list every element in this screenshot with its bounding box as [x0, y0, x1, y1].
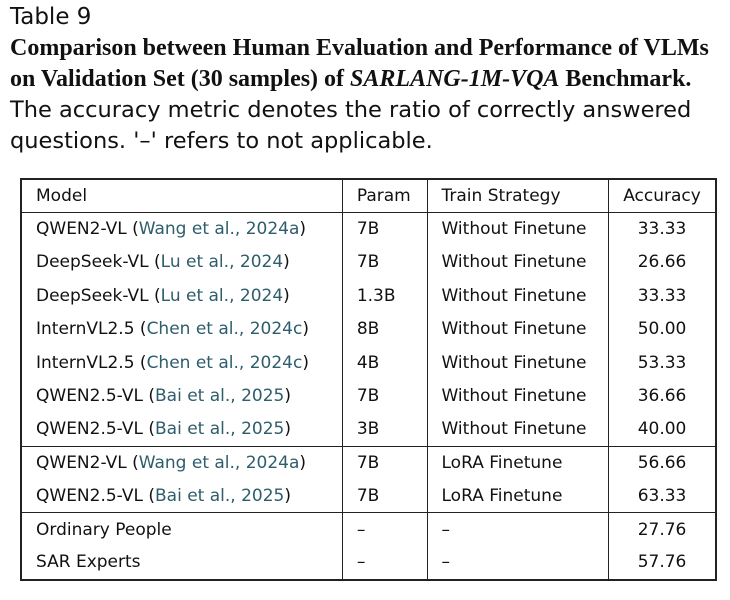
cell-train-strategy: Without Finetune [427, 312, 610, 346]
cell-accuracy: 33.33 [637, 285, 687, 306]
cell-accuracy: 27.76 [637, 519, 687, 540]
table-row: DeepSeek-VL (Lu et al., 2024) 7B Without F… [21, 245, 716, 280]
citation-link[interactable]: Wang et al., 2024a [138, 453, 300, 474]
cell-model: QWEN2.5-VL (Bai et al., 2025) [21, 379, 343, 413]
cell-model: Ordinary People [21, 512, 343, 547]
model-name: SAR Experts [36, 552, 141, 573]
model-name: QWEN2-VL [36, 219, 127, 240]
cell-train-strategy: Without Finetune [427, 212, 610, 246]
table-header-row: Model Param Train Strategy Accuracy [21, 179, 716, 213]
cell-param: – [342, 512, 428, 547]
cell-train-strategy: Without Finetune [427, 379, 610, 413]
cell-model: SAR Experts [21, 546, 343, 580]
table-row: DeepSeek-VL (Lu et al., 2024) 1.3B Without… [21, 279, 716, 313]
table-row: QWEN2-VL (Wang et al., 2024a) 7B Without F… [21, 212, 716, 246]
cell-train-strategy: Without Finetune [427, 412, 610, 447]
cell-train-strategy: Without Finetune [427, 279, 610, 313]
cell-param: 7B [342, 479, 428, 513]
table-caption: Comparison between Human Evaluation and … [10, 33, 724, 157]
header-train-strategy: Train Strategy [427, 179, 610, 213]
cell-param: 4B [342, 345, 428, 380]
cell-train-strategy: LoRA Finetune [427, 446, 610, 480]
table-number: Table 9 [10, 4, 92, 30]
cell-model: QWEN2.5-VL (Bai et al., 2025) [21, 412, 343, 447]
cell-accuracy: 56.66 [637, 453, 687, 474]
model-name: DeepSeek-VL [36, 252, 149, 273]
cell-train-strategy: Without Finetune [427, 345, 610, 380]
table-row: InternVL2.5 (Chen et al., 2024c) 4B Withou… [21, 345, 716, 380]
citation-link[interactable]: Bai et al., 2025 [154, 485, 285, 506]
table-row: QWEN2.5-VL (Bai et al., 2025) 7B LoRA Fine… [21, 479, 716, 513]
cell-model: DeepSeek-VL (Lu et al., 2024) [21, 279, 343, 313]
comparison-table: Model Param Train Strategy Accuracy QWEN… [20, 178, 717, 581]
model-name: QWEN2-VL [36, 453, 127, 474]
cell-accuracy: 53.33 [637, 352, 687, 373]
cell-param: 7B [342, 379, 428, 413]
cell-param: 1.3B [342, 279, 428, 313]
cell-param: 8B [342, 312, 428, 346]
cell-train-strategy: LoRA Finetune [427, 479, 610, 513]
caption-title-part2: Benchmark. [559, 66, 692, 92]
cell-model: InternVL2.5 (Chen et al., 2024c) [21, 312, 343, 346]
cell-param: 7B [342, 245, 428, 280]
cell-param: 7B [342, 212, 428, 246]
cell-train-strategy: – [427, 512, 610, 547]
table-row: InternVL2.5 (Chen et al., 2024c) 8B Withou… [21, 312, 716, 346]
cell-accuracy: 33.33 [637, 219, 687, 240]
cell-accuracy: 36.66 [637, 386, 687, 407]
header-model: Model [21, 179, 343, 213]
cell-train-strategy: Without Finetune [427, 245, 610, 280]
cell-model: QWEN2-VL (Wang et al., 2024a) [21, 446, 343, 480]
citation-link[interactable]: Chen et al., 2024c [146, 319, 303, 340]
cell-accuracy: 63.33 [637, 485, 687, 506]
cell-model: InternVL2.5 (Chen et al., 2024c) [21, 345, 343, 380]
cell-model: DeepSeek-VL (Lu et al., 2024) [21, 245, 343, 280]
table-row: QWEN2.5-VL (Bai et al., 2025) 7B Without F… [21, 379, 716, 413]
citation-link[interactable]: Lu et al., 2024 [160, 285, 284, 306]
cell-param: – [342, 546, 428, 580]
citation-link[interactable]: Bai et al., 2025 [154, 419, 285, 440]
table-row: Ordinary People – – 27.76 [21, 512, 716, 547]
table-body: QWEN2-VL (Wang et al., 2024a) 7B Without F… [21, 212, 716, 580]
cell-accuracy: 26.66 [637, 252, 687, 273]
cell-train-strategy: – [427, 546, 610, 580]
citation-link[interactable]: Chen et al., 2024c [146, 352, 303, 373]
model-name: QWEN2.5-VL [36, 386, 143, 407]
model-name: InternVL2.5 [36, 352, 135, 373]
model-name: Ordinary People [36, 519, 172, 540]
caption-title-part1: Comparison between Human Evaluation and … [10, 35, 709, 92]
citation-link[interactable]: Bai et al., 2025 [154, 386, 285, 407]
cell-model: QWEN2-VL (Wang et al., 2024a) [21, 212, 343, 246]
cell-param: 3B [342, 412, 428, 447]
model-name: QWEN2.5-VL [36, 485, 143, 506]
cell-accuracy: 57.76 [637, 552, 687, 573]
model-name: InternVL2.5 [36, 319, 135, 340]
header-accuracy: Accuracy [623, 185, 701, 206]
citation-link[interactable]: Wang et al., 2024a [138, 219, 300, 240]
model-name: QWEN2.5-VL [36, 419, 143, 440]
model-name: DeepSeek-VL [36, 285, 149, 306]
caption-benchmark-name: SARLANG-1M-VQA [350, 66, 560, 92]
table-row: QWEN2-VL (Wang et al., 2024a) 7B LoRA Fine… [21, 446, 716, 480]
table-row: SAR Experts – – 57.76 [21, 546, 716, 580]
cell-model: QWEN2.5-VL (Bai et al., 2025) [21, 479, 343, 513]
citation-link[interactable]: Lu et al., 2024 [160, 252, 284, 273]
header-param: Param [342, 179, 428, 213]
caption-description: The accuracy metric denotes the ratio of… [10, 97, 692, 154]
cell-accuracy: 50.00 [637, 319, 687, 340]
cell-accuracy: 40.00 [637, 419, 687, 440]
table-row: QWEN2.5-VL (Bai et al., 2025) 3B Without F… [21, 412, 716, 447]
cell-param: 7B [342, 446, 428, 480]
